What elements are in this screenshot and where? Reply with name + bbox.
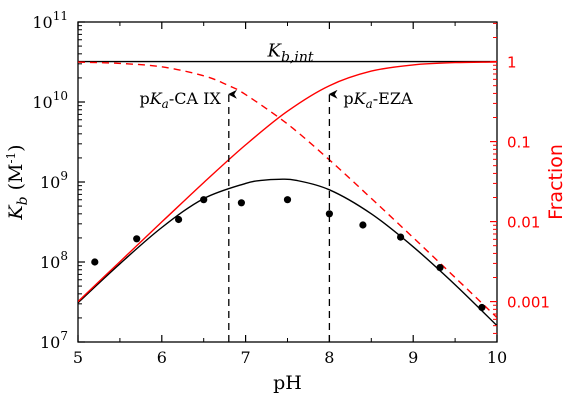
- y-left-axis-label: Kb (M-1): [4, 144, 31, 220]
- y-right-tick-label: 0.01: [507, 214, 540, 232]
- data-point: [478, 303, 486, 312]
- series-line-1: [78, 178, 497, 327]
- y-right-tick-label: 0.001: [507, 294, 550, 312]
- scatter-series: [91, 196, 486, 312]
- x-tick-label: 6: [157, 348, 167, 367]
- data-point: [283, 196, 292, 204]
- data-point: [237, 199, 245, 207]
- y-right-axis-label: Fraction: [545, 144, 567, 220]
- data-point: [91, 258, 99, 266]
- kb-int-label: Kb,int: [267, 41, 314, 66]
- x-tick-label: 5: [73, 348, 83, 367]
- pka-annotation-label: pKa-EZA: [343, 89, 413, 111]
- data-point: [359, 221, 367, 229]
- data-point: [325, 210, 333, 218]
- series-line-3: [78, 61, 497, 319]
- y-left-tick-label: 108: [40, 249, 68, 272]
- pka-annotation-label: pKa-CA IX: [139, 89, 221, 111]
- plot-frame: [77, 21, 498, 343]
- y-right-tick-label: 1: [507, 54, 517, 72]
- labels-layer: 5 6 7 8 9 10 107 108 109 1010 1011 0.001 0.01 0.1 1 pH K…: [4, 9, 567, 394]
- marks-layer: [78, 60, 497, 342]
- data-point: [200, 196, 208, 204]
- x-tick-label: 8: [324, 348, 334, 367]
- x-tick-label: 9: [408, 348, 418, 367]
- y-left-tick-label: 107: [40, 329, 68, 352]
- series-line-2: [78, 61, 497, 303]
- y-left-tick-label: 1011: [32, 9, 68, 32]
- y-left-tick-label: 1010: [32, 89, 68, 112]
- data-point: [436, 264, 444, 272]
- data-point: [175, 215, 183, 224]
- ticks-layer: [77, 21, 498, 343]
- x-tick-label: 10: [487, 348, 507, 367]
- data-point: [397, 233, 405, 241]
- y-left-tick-label: 109: [40, 169, 68, 192]
- x-tick-label: 7: [241, 348, 251, 367]
- data-point: [133, 235, 141, 243]
- plot-area: [78, 60, 497, 327]
- x-axis-label: pH: [273, 372, 302, 394]
- y-right-tick-label: 0.1: [507, 134, 531, 152]
- plot-layer: [77, 21, 498, 343]
